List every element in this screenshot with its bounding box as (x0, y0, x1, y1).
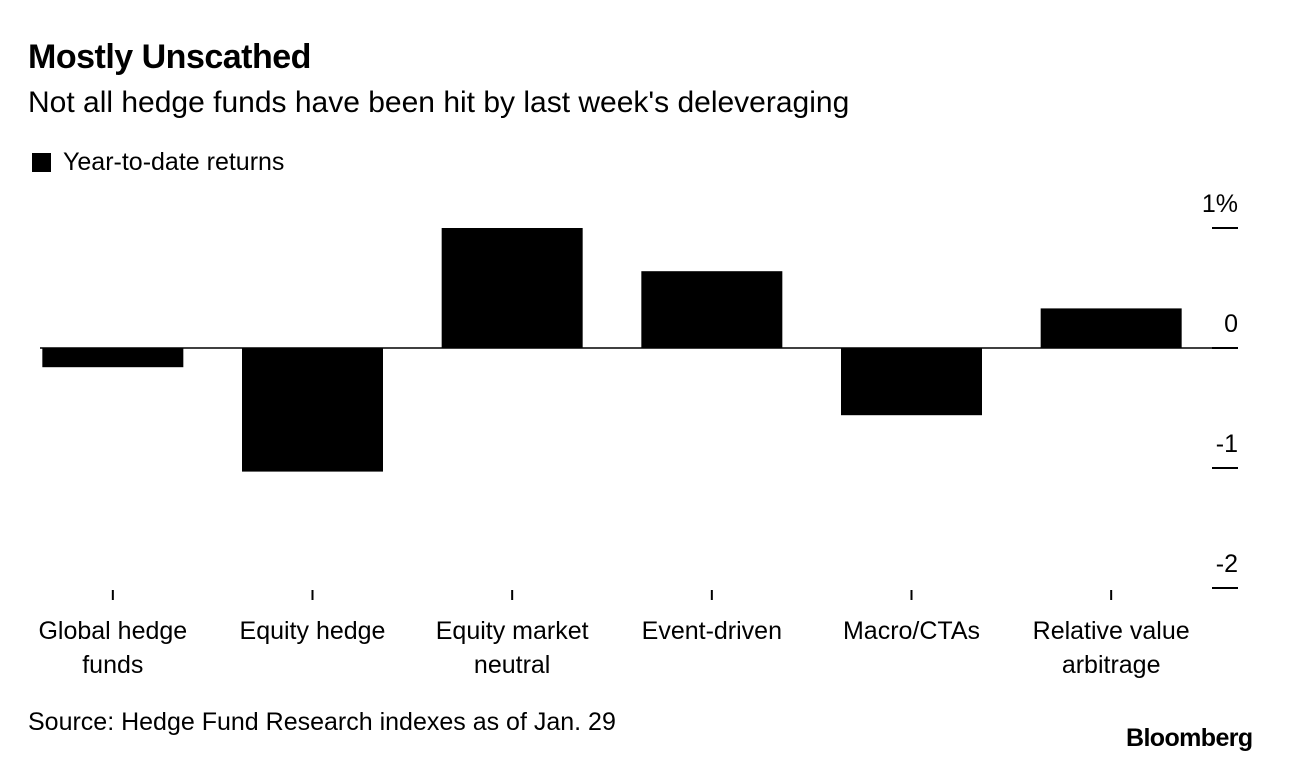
chart-title: Mostly Unscathed (28, 38, 311, 76)
bar-chart: 1% 0 -1 -2 (40, 190, 1238, 600)
x-label-line: arbitrage (1061, 651, 1161, 679)
bar-0 (42, 348, 184, 368)
x-label-2: Equity market neutral (402, 614, 622, 682)
bar-4 (841, 348, 982, 416)
bar-3 (641, 271, 783, 348)
x-label-line: funds (82, 651, 144, 679)
x-label-line: neutral (473, 651, 551, 679)
source-note: Source: Hedge Fund Research indexes as o… (28, 708, 616, 736)
y-tick-label-3: -2 (1216, 550, 1238, 578)
x-label-line: Global hedge (38, 617, 188, 645)
x-label-line: Relative value (1032, 617, 1190, 645)
x-label-line: Macro/CTAs (842, 617, 981, 645)
x-label-3: Event-driven (602, 614, 822, 648)
x-label-5: Relative value arbitrage (1001, 614, 1221, 682)
bloomberg-logo: Bloomberg (1126, 724, 1253, 752)
legend: Year-to-date returns (28, 148, 284, 177)
x-label-4: Macro/CTAs (802, 614, 1022, 648)
chart-subtitle: Not all hedge funds have been hit by las… (28, 86, 850, 119)
bar-1 (242, 348, 383, 472)
x-label-line: Equity market (435, 617, 589, 645)
x-label-line: Equity hedge (239, 617, 386, 645)
y-tick-label-2: -1 (1216, 430, 1238, 458)
legend-label: Year-to-date returns (63, 148, 285, 176)
x-label-line: Event-driven (641, 617, 782, 645)
legend-swatch (32, 153, 51, 172)
x-label-1: Equity hedge (203, 614, 423, 648)
y-tick-label-1: 0 (1224, 310, 1238, 338)
x-label-0: Global hedge funds (3, 614, 223, 682)
bar-2 (441, 228, 583, 348)
y-tick-label-0: 1% (1202, 190, 1238, 218)
bar-5 (1040, 308, 1182, 348)
